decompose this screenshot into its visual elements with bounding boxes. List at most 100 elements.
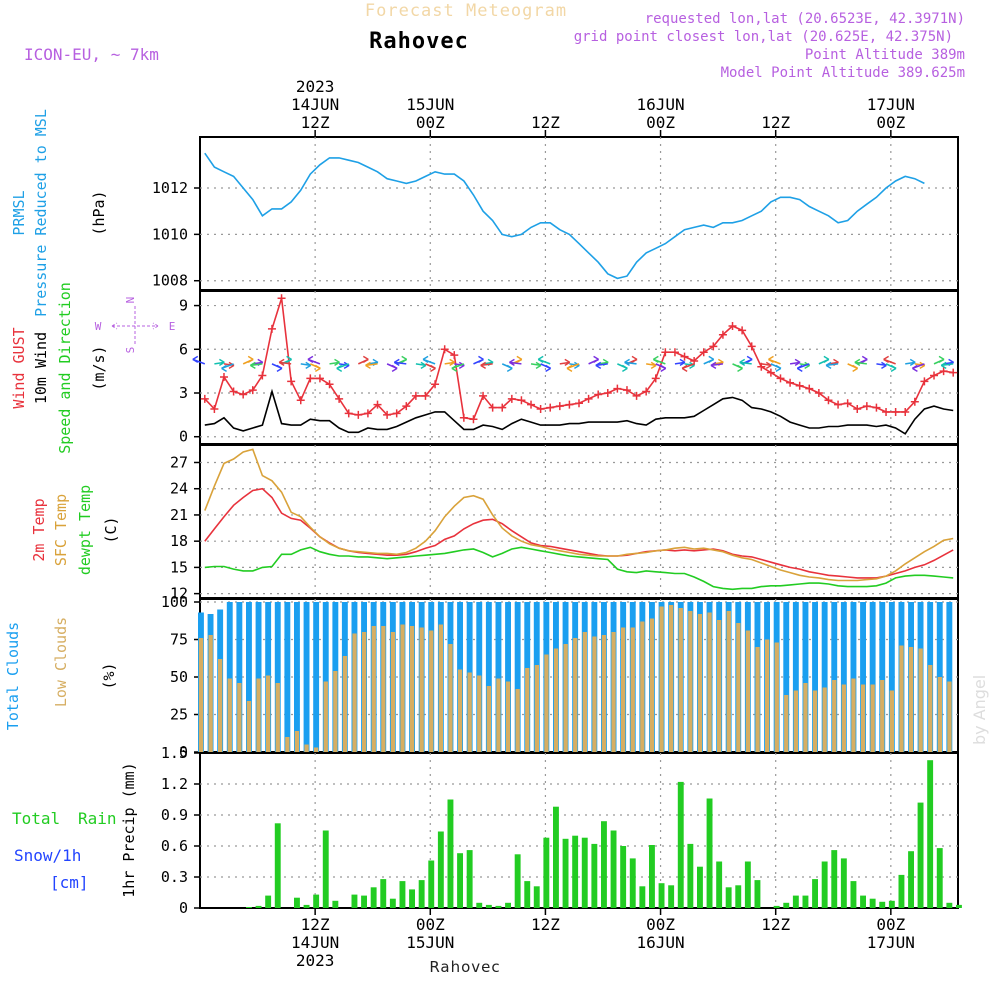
bottom-time-label: 15JUN — [406, 933, 454, 952]
bar-total-clouds — [303, 602, 310, 752]
wind-arrow-head — [881, 361, 887, 369]
gust-point — [248, 386, 257, 395]
bar-total-rain — [437, 831, 444, 908]
gust-point — [431, 380, 440, 389]
bar-low-clouds — [438, 624, 443, 752]
gust-point — [728, 321, 737, 330]
pressure-label-2: Pressure Reduced to MSL — [32, 109, 50, 317]
wind-arrow-head — [710, 361, 717, 369]
wind-arrow-head — [391, 364, 398, 372]
wind-arrow-head — [362, 355, 369, 363]
bottom-time-label: 14JUN — [291, 933, 339, 952]
gust-point — [469, 415, 478, 424]
gust-point — [930, 371, 939, 380]
credit-label: by Angel — [970, 675, 989, 745]
bar-low-clouds — [928, 665, 933, 752]
gust-point — [277, 294, 286, 303]
bar-low-clouds — [870, 684, 875, 752]
gust-point — [392, 409, 401, 418]
y-tick-label: 100 — [161, 593, 188, 611]
grid-point-coords: grid point closest lon,lat (20.625E, 42.… — [574, 29, 953, 45]
top-time-label: 00Z — [416, 113, 445, 132]
bar-total-rain — [639, 886, 646, 908]
gust-point — [354, 410, 363, 419]
gust-point — [383, 410, 392, 419]
bar-total-rain — [716, 861, 723, 908]
bar-total-clouds — [821, 602, 828, 752]
wind-arrow-head — [650, 361, 657, 369]
bar-total-rain — [294, 897, 300, 908]
bar-low-clouds — [515, 689, 520, 752]
y-tick-label: 3 — [179, 384, 188, 402]
y-tick-label: 0.3 — [161, 868, 188, 886]
panel-frame — [199, 136, 959, 291]
bar-total-clouds — [860, 602, 866, 752]
bar-total-rain — [265, 895, 272, 908]
bar-low-clouds — [812, 690, 818, 752]
bar-low-clouds — [937, 677, 942, 752]
wind-arrow-head — [393, 358, 400, 366]
gust-point — [862, 402, 871, 411]
bar-low-clouds — [381, 626, 386, 752]
bar-total-rain — [562, 838, 569, 908]
y-tick-label: 75 — [170, 631, 188, 649]
y-tick-label: 18 — [170, 532, 188, 550]
wind-arrow-head — [794, 358, 801, 366]
wind-arrow-head — [739, 358, 746, 366]
bar-total-rain — [802, 895, 809, 908]
gust-point — [575, 399, 583, 408]
bar-low-clouds — [198, 638, 204, 752]
wind-arrow-head — [314, 364, 321, 372]
gust-point — [872, 403, 881, 412]
bar-low-clouds — [649, 618, 655, 752]
wind-arrow-head — [537, 355, 544, 363]
wind-arrow-head — [909, 358, 916, 366]
wind-arrow — [854, 361, 867, 365]
gust-point — [527, 400, 536, 409]
top-time-label: 00Z — [646, 113, 675, 132]
gust-point — [939, 367, 948, 376]
bar-low-clouds — [294, 731, 300, 752]
gust-point — [565, 400, 574, 409]
gust-point — [344, 409, 353, 418]
gust-point — [210, 405, 219, 414]
bottom-time-label: 2023 — [296, 951, 335, 970]
gust-point — [642, 387, 651, 396]
bar-total-clouds — [246, 602, 252, 752]
bar-total-rain — [783, 902, 790, 908]
bar-low-clouds — [851, 678, 856, 752]
requested-coords: requested lon,lat (20.6523E, 42.3971N) — [645, 11, 965, 27]
top-time-label: 2023 — [296, 77, 335, 96]
bar-low-clouds — [621, 627, 626, 752]
wind-arrow-head — [509, 358, 515, 366]
wind-arrow-head — [250, 361, 256, 369]
bar-total-rain — [869, 898, 876, 908]
bar-total-clouds — [812, 602, 818, 752]
wind-arrow-head — [276, 364, 283, 372]
wind-arrow-head — [681, 364, 688, 372]
bar-low-clouds — [352, 633, 357, 752]
bar-total-rain — [860, 895, 866, 908]
bar-low-clouds — [832, 680, 837, 752]
bar-total-rain — [370, 887, 377, 908]
bar-low-clouds — [246, 701, 252, 752]
bar-total-rain — [956, 904, 962, 908]
bar-total-rain — [380, 879, 387, 908]
y-tick-label: 1.2 — [161, 775, 188, 793]
low-clouds-label: Low Clouds — [52, 617, 70, 707]
wind-arrow-head — [624, 358, 630, 366]
bar-total-rain — [476, 902, 483, 908]
bar-total-clouds — [313, 602, 320, 752]
bar-low-clouds — [611, 632, 616, 752]
bar-total-clouds — [505, 602, 511, 752]
bar-low-clouds — [736, 623, 741, 752]
bar-low-clouds — [323, 681, 328, 752]
bar-low-clouds — [630, 627, 635, 752]
wind-arrow-head — [480, 361, 487, 369]
wind-arrow — [394, 361, 407, 365]
bar-total-rain — [888, 900, 895, 908]
gust-point — [891, 407, 900, 416]
wind-arrow-head — [219, 358, 225, 366]
